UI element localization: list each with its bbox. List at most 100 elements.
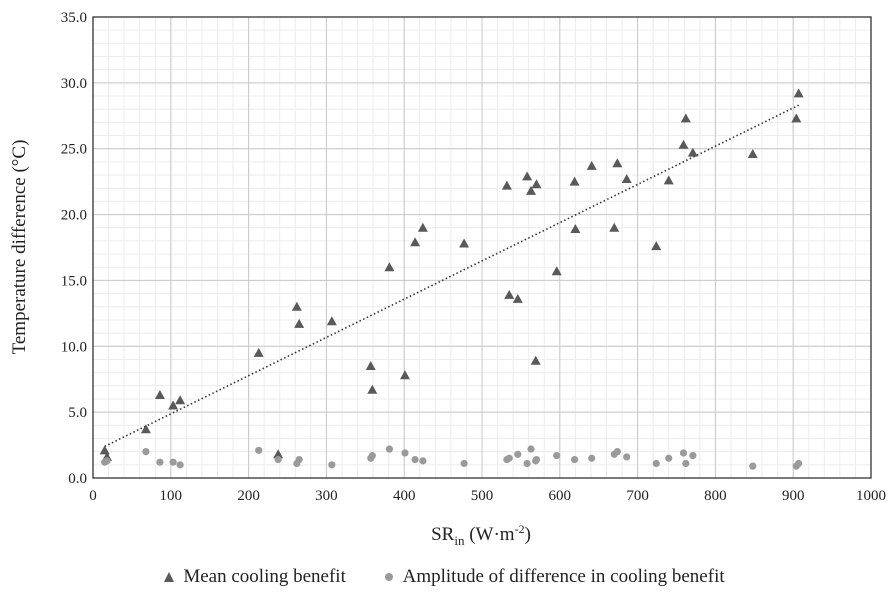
y-tick-label: 25.0	[61, 142, 87, 158]
point-mean-cooling-benefit	[531, 179, 542, 189]
point-amplitude-difference	[505, 454, 513, 462]
point-mean-cooling-benefit	[570, 224, 581, 234]
point-mean-cooling-benefit	[501, 180, 512, 190]
point-mean-cooling-benefit	[569, 176, 580, 186]
point-mean-cooling-benefit	[747, 148, 758, 158]
point-mean-cooling-benefit	[621, 174, 632, 184]
point-amplitude-difference	[527, 445, 535, 453]
point-amplitude-difference	[570, 455, 579, 464]
point-amplitude-difference	[613, 448, 621, 456]
trendline-mean-cooling	[104, 104, 799, 448]
point-mean-cooling-benefit	[586, 160, 597, 170]
x-tick-label: 900	[782, 488, 805, 504]
grid	[92, 16, 872, 479]
point-mean-cooling-benefit	[512, 293, 523, 303]
point-amplitude-difference	[328, 461, 336, 469]
legend-label-amplitude: Amplitude of difference in cooling benef…	[402, 566, 725, 587]
point-amplitude-difference	[411, 455, 419, 464]
point-mean-cooling-benefit	[168, 400, 179, 410]
point-amplitude-difference	[176, 461, 184, 469]
tick-labels: 0 100 200 300 400 500 600 700 800 900 1000 0.0 5.0 10…	[61, 10, 886, 504]
point-mean-cooling-benefit	[651, 241, 662, 251]
point-amplitude-difference	[588, 454, 596, 462]
point-mean-cooling-benefit	[410, 237, 421, 247]
point-mean-cooling-benefit	[609, 222, 620, 232]
point-amplitude-difference	[679, 449, 688, 457]
point-mean-cooling-benefit	[791, 113, 802, 123]
x-tick-label: 200	[237, 488, 260, 504]
trendline	[104, 104, 799, 448]
point-amplitude-difference	[169, 458, 177, 466]
point-amplitude-difference	[103, 457, 111, 465]
point-amplitude-difference	[532, 455, 541, 464]
legend-item-amplitude: Amplitude of difference in cooling benef…	[383, 566, 725, 588]
x-tick-label: 300	[315, 488, 338, 504]
point-mean-cooling-benefit	[253, 347, 264, 357]
point-amplitude-difference	[665, 454, 673, 462]
point-amplitude-difference	[523, 459, 531, 468]
point-mean-cooling-benefit	[663, 175, 674, 185]
point-mean-cooling-benefit	[680, 113, 691, 123]
point-amplitude-difference	[623, 453, 631, 461]
point-mean-cooling-benefit	[140, 424, 151, 434]
y-tick-label: 10.0	[61, 339, 87, 355]
y-tick-label: 5.0	[68, 405, 87, 421]
point-mean-cooling-benefit	[175, 395, 186, 405]
circle-marker-icon	[384, 573, 393, 581]
point-amplitude-difference	[156, 458, 164, 466]
point-mean-cooling-benefit	[326, 316, 337, 326]
point-mean-cooling-benefit	[417, 222, 428, 232]
point-mean-cooling-benefit	[530, 355, 541, 365]
x-tick-label: 1000	[856, 488, 886, 504]
x-axis-title-main: SR	[431, 524, 455, 545]
point-mean-cooling-benefit	[367, 384, 378, 394]
point-amplitude-difference	[682, 459, 690, 468]
triangle-marker-icon	[164, 572, 175, 582]
y-tick-label: 35.0	[61, 10, 87, 26]
point-mean-cooling-benefit	[678, 139, 689, 149]
point-mean-cooling-benefit	[273, 449, 284, 459]
point-mean-cooling-benefit	[551, 266, 562, 276]
point-amplitude-difference	[255, 446, 263, 454]
x-tick-label: 500	[471, 488, 494, 504]
point-mean-cooling-benefit	[99, 445, 110, 455]
point-mean-cooling-benefit	[154, 390, 165, 400]
x-axis-title-subscript: in	[454, 533, 465, 548]
x-tick-label: 0	[89, 488, 97, 504]
point-amplitude-difference	[749, 462, 757, 470]
point-amplitude-difference	[142, 448, 150, 456]
y-tick-label: 30.0	[61, 76, 87, 92]
y-tick-label: 20.0	[61, 208, 87, 224]
plot-frame	[92, 16, 872, 479]
legend-item-mean: Mean cooling benefit	[163, 566, 346, 588]
x-tick-label: 800	[704, 488, 727, 504]
point-amplitude-difference	[295, 455, 303, 464]
point-amplitude-difference	[460, 459, 468, 468]
point-mean-cooling-benefit	[522, 171, 533, 181]
y-axis-title: Temperature difference (°C)	[9, 140, 30, 355]
x-tick-label: 100	[160, 488, 183, 504]
legend: Mean cooling benefit Amplitude of differ…	[0, 566, 888, 589]
x-axis-title: SRin (W·m-2)	[431, 522, 531, 548]
point-amplitude-difference	[274, 455, 282, 464]
point-mean-cooling-benefit	[399, 370, 410, 380]
point-mean-cooling-benefit	[294, 318, 305, 328]
point-mean-cooling-benefit	[612, 158, 623, 168]
point-amplitude-difference	[368, 452, 376, 460]
y-tick-label: 15.0	[61, 273, 87, 289]
x-tick-label: 400	[393, 488, 416, 504]
point-mean-cooling-benefit	[459, 238, 470, 248]
data-points	[99, 88, 804, 470]
point-mean-cooling-benefit	[291, 301, 302, 311]
point-mean-cooling-benefit	[526, 185, 537, 195]
axes	[92, 16, 872, 479]
point-amplitude-difference	[401, 449, 409, 457]
point-mean-cooling-benefit	[687, 147, 698, 157]
point-mean-cooling-benefit	[504, 289, 515, 299]
point-amplitude-difference	[689, 452, 697, 460]
x-axis-title-unit: (W·m	[464, 524, 514, 545]
point-amplitude-difference	[385, 445, 394, 453]
point-amplitude-difference	[419, 457, 427, 465]
point-amplitude-difference	[553, 452, 561, 460]
